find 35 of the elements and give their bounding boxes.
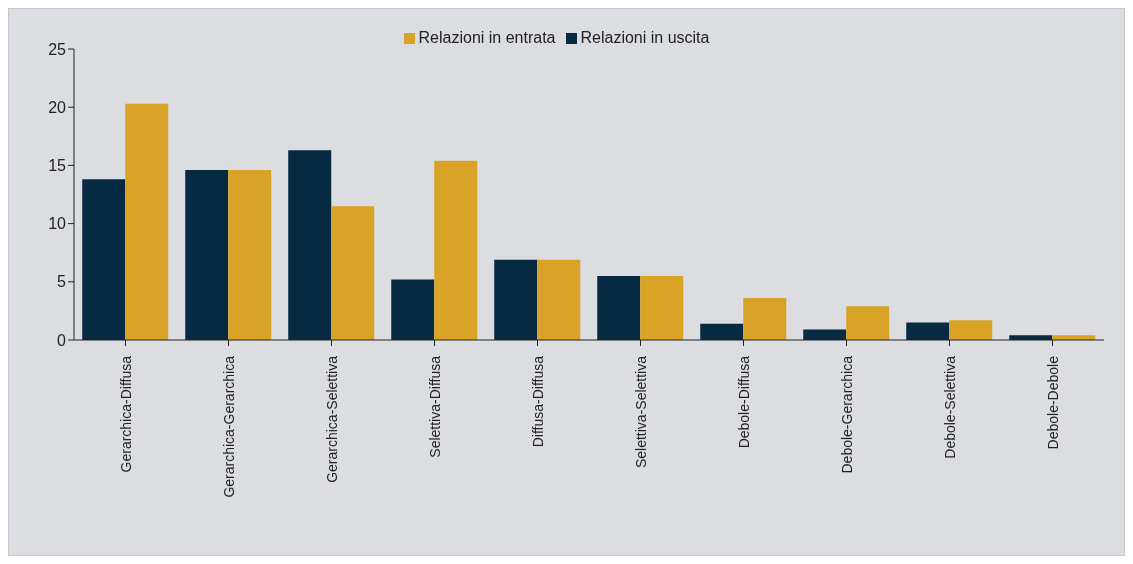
y-tick-label: 15 <box>48 157 67 175</box>
x-tick-label: Debole-Diffusa <box>735 355 752 449</box>
bar <box>846 306 890 340</box>
bar <box>949 320 993 340</box>
bar <box>434 160 478 340</box>
x-tick-label: Gerarchica-Selettiva <box>323 355 340 483</box>
bar <box>743 298 787 340</box>
x-tick-label: Gerarchica-Diffusa <box>117 355 134 473</box>
x-tick-label: Diffusa-Diffusa <box>529 355 546 448</box>
bar <box>597 275 641 340</box>
bar <box>906 322 950 340</box>
x-tick-label: Debole-Selettiva <box>941 355 958 459</box>
bar <box>331 206 375 340</box>
bar <box>185 170 229 340</box>
x-tick-label: Selettiva-Selettiva <box>632 355 649 469</box>
y-tick-label: 10 <box>48 215 67 233</box>
bar <box>228 170 272 340</box>
bar <box>640 275 684 340</box>
bar <box>391 279 435 340</box>
bar <box>494 259 538 340</box>
y-tick-label: 20 <box>48 98 67 116</box>
bar <box>288 150 332 340</box>
y-tick-label: 0 <box>57 331 67 349</box>
x-tick-label: Selettiva-Diffusa <box>426 355 443 458</box>
x-tick-label: Debole-Gerarchica <box>838 355 855 474</box>
bar <box>537 259 581 340</box>
y-tick-label: 5 <box>57 273 67 291</box>
bar <box>125 103 169 340</box>
legend-label: Relazioni in entrata <box>418 29 556 46</box>
x-tick-label: Debole-Debole <box>1044 355 1061 450</box>
bar <box>700 323 744 340</box>
bar <box>82 179 126 340</box>
y-tick-label: 25 <box>48 40 67 58</box>
x-tick-label: Gerarchica-Gerarchica <box>220 355 237 498</box>
legend-label: Relazioni in uscita <box>580 29 710 46</box>
